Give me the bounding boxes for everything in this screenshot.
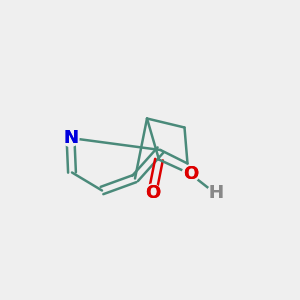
Text: O: O — [183, 165, 198, 183]
Text: H: H — [208, 184, 223, 202]
Text: O: O — [145, 184, 160, 202]
Text: N: N — [63, 129, 78, 147]
Circle shape — [144, 184, 161, 201]
Circle shape — [62, 130, 79, 146]
Text: O: O — [145, 184, 160, 202]
Text: N: N — [63, 129, 78, 147]
Circle shape — [182, 166, 199, 182]
Text: O: O — [183, 165, 198, 183]
Text: H: H — [208, 184, 223, 202]
Circle shape — [207, 185, 224, 202]
